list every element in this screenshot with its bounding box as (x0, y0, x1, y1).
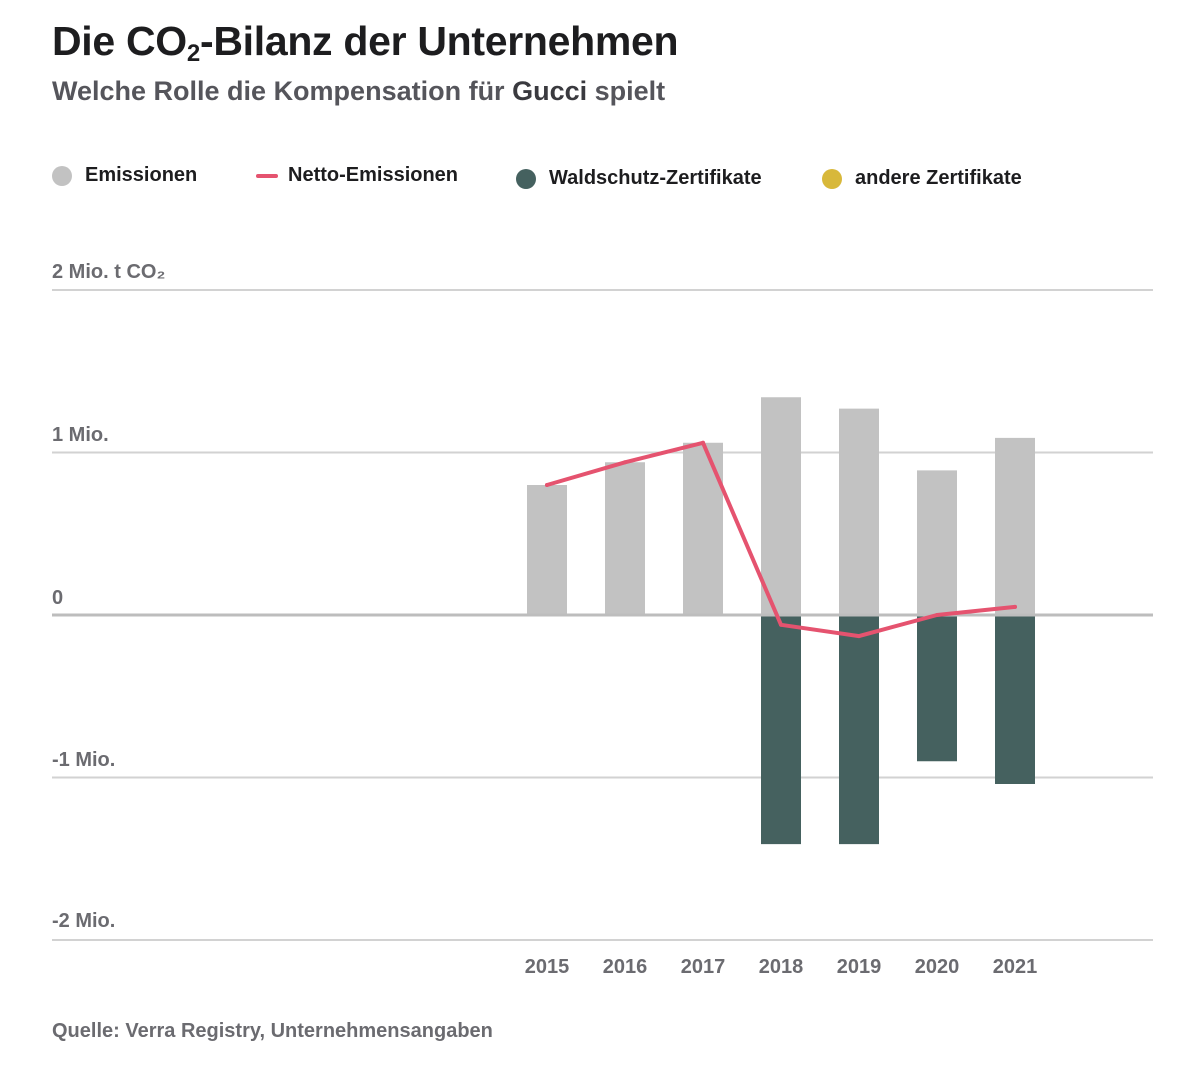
netto-emissionen-point (701, 440, 705, 445)
netto-emissionen-point (779, 622, 783, 627)
bar-waldschutz-zertifikate (917, 615, 957, 762)
legend-label-emissionen: Emissionen (85, 164, 198, 186)
chart-subtitle: Welche Rolle die Kompensation für Gucci … (52, 76, 665, 107)
legend-swatch-netto-emissionen (256, 173, 278, 178)
legend-label-waldschutz: Waldschutz-Zertifikate (549, 167, 762, 189)
title-text-end: -Bilanz der Unternehmen (199, 18, 679, 64)
x-tick-label: 2021 (992, 956, 1038, 978)
legend-label-andere: andere Zertifikate (855, 167, 1022, 189)
subtitle-text-start: Welche Rolle die Kompensation für (52, 76, 513, 106)
chart-legend: Emissionen Netto-Emissionen Waldschutz-Z… (52, 164, 1152, 200)
legend-label-netto-emissionen: Netto-Emissionen (288, 164, 459, 186)
bar-emissionen (683, 442, 723, 615)
x-tick-label: 2016 (602, 956, 648, 978)
subtitle-text-end: spielt (587, 76, 666, 106)
bar-emissionen (917, 470, 957, 615)
bar-emissionen (761, 397, 801, 615)
y-tick-label: 2 Mio. t CO₂ (52, 261, 166, 283)
bar-waldschutz-zertifikate (761, 615, 801, 845)
bar-emissionen (605, 462, 645, 615)
chart-title: Die CO2-Bilanz der Unternehmen (52, 18, 679, 67)
x-tick-label: 2020 (914, 956, 960, 978)
x-tick-label: 2017 (680, 956, 726, 978)
y-tick-label: -1 Mio. (52, 749, 116, 771)
legend-swatch-emissionen (52, 165, 72, 186)
netto-emissionen-point (623, 460, 627, 465)
netto-emissionen-point (935, 613, 939, 617)
source-note: Quelle: Verra Registry, Unternehmensanga… (52, 1020, 493, 1042)
netto-emissionen-point (1013, 604, 1017, 609)
y-tick-label: 0 (52, 587, 64, 609)
y-tick-label: -2 Mio. (52, 910, 116, 932)
title-text-start: Die CO (52, 18, 187, 64)
bar-waldschutz-zertifikate (995, 615, 1035, 784)
legend-swatch-andere (822, 168, 842, 189)
title-subscript: 2 (186, 40, 200, 67)
netto-emissionen-point (545, 483, 549, 487)
bar-emissionen (995, 437, 1035, 615)
bar-emissionen (839, 408, 879, 615)
legend-swatch-waldschutz (516, 168, 536, 189)
legend-item-emissionen: Emissionen (52, 164, 197, 187)
legend-item-andere: andere Zertifikate (822, 167, 1022, 190)
x-tick-label: 2015 (524, 956, 570, 978)
netto-emissionen-point (857, 634, 861, 639)
legend-item-netto-emissionen: Netto-Emissionen (256, 164, 458, 187)
subtitle-company: Gucci (512, 76, 588, 106)
x-tick-label: 2019 (836, 956, 882, 978)
y-tick-label: 1 Mio. (52, 424, 109, 446)
x-tick-label: 2018 (758, 956, 804, 978)
bar-waldschutz-zertifikate (839, 615, 879, 845)
bar-emissionen (527, 485, 567, 615)
legend-item-waldschutz: Waldschutz-Zertifikate (516, 167, 762, 190)
